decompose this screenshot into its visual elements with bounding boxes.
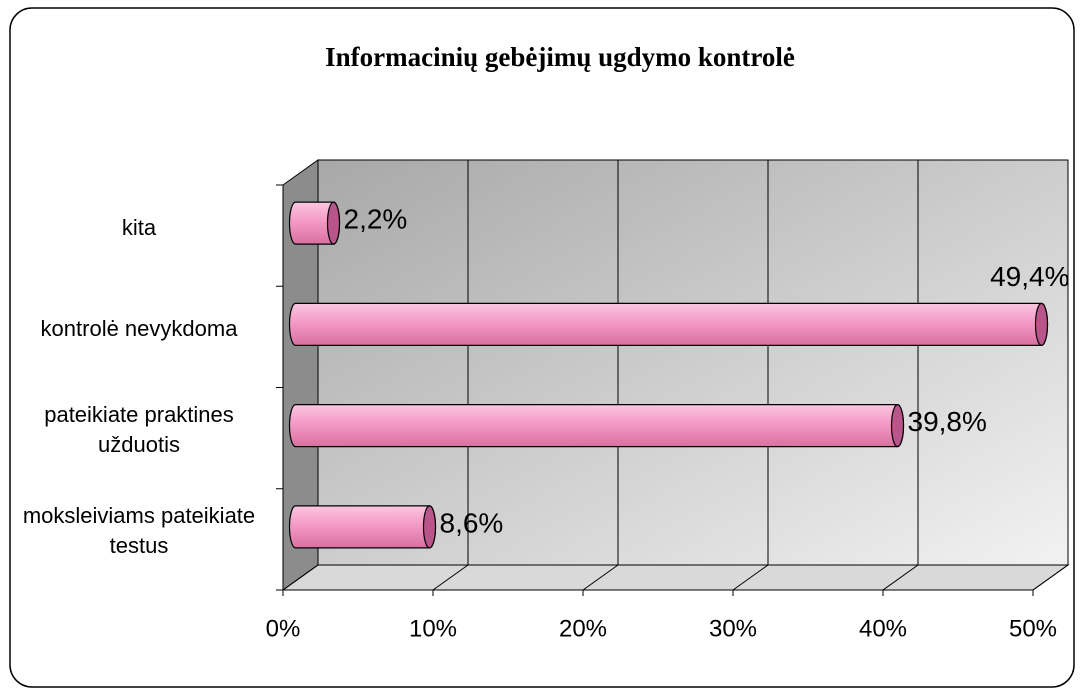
bar-end [1034, 302, 1049, 346]
x-tick-label: 40% [859, 615, 907, 642]
bar-end [422, 505, 437, 549]
grid-line [582, 564, 619, 591]
x-tick-label: 20% [559, 615, 607, 642]
y-tick-label: pateikiate praktines užduotis [44, 402, 234, 458]
value-label: 49,4% [990, 261, 1069, 292]
y-tick-label: moksleiviams pateikiate testus [22, 503, 256, 559]
bar [288, 302, 1049, 346]
floor [281, 564, 1070, 591]
grid-line [882, 564, 919, 591]
value-label: 39,8% [908, 406, 987, 437]
grid-line [732, 564, 769, 591]
bar-end [326, 201, 341, 245]
chart-title: Informacinių gebėjimų ugdymo kontrolė [325, 42, 795, 72]
x-tick-label: 10% [409, 615, 457, 642]
value-label: 8,6% [440, 507, 504, 538]
back-wall [317, 159, 1069, 566]
grid-line [1032, 564, 1069, 591]
bar [288, 404, 905, 448]
grid-line [282, 564, 319, 591]
x-tick-label: 30% [709, 615, 757, 642]
x-tick-label: 0% [266, 615, 301, 642]
value-label: 2,2% [344, 204, 408, 235]
x-tick-label: 50% [1009, 615, 1057, 642]
y-tick-label: kita [121, 214, 157, 240]
grid-line [432, 564, 469, 591]
bar [288, 505, 437, 549]
bar-end [890, 404, 905, 448]
y-tick-label: kontrolė nevykdoma [40, 315, 238, 341]
